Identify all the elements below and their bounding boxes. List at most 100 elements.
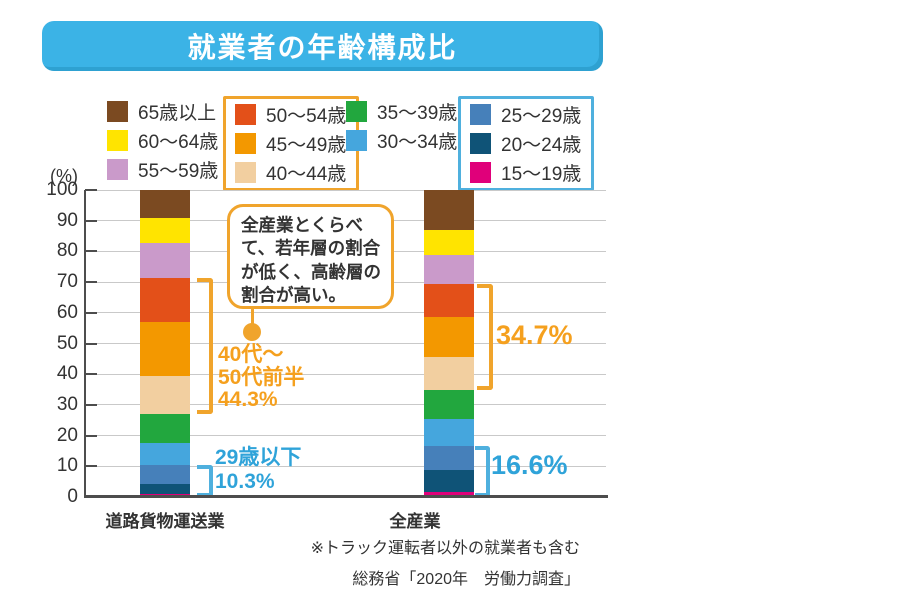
page-title: 就業者の年齢構成比 [187, 32, 458, 63]
legend-item: 45〜49歳 [235, 132, 347, 156]
footnote-scope: ※トラック運転者以外の就業者も含む [310, 540, 580, 557]
category-label-road-freight: 道路貨物運送業 [105, 512, 225, 531]
bar-segment [424, 316, 474, 358]
bar-segment [140, 218, 190, 244]
bar-segment [140, 414, 190, 443]
legend-swatch [235, 132, 256, 154]
x-axis-baseline [84, 495, 608, 498]
legend-swatch [235, 161, 256, 183]
bar-segment [424, 357, 474, 391]
y-axis-tick [85, 373, 97, 376]
grid-line [85, 343, 606, 344]
range-bracket [197, 278, 213, 415]
y-axis-tick [85, 342, 97, 345]
bar-segment [140, 465, 190, 484]
annotation-road-freight-40-54: 40代〜 50代前半 44.3% [218, 343, 305, 411]
legend-item: 55〜59歳 [107, 158, 219, 182]
range-bracket [197, 465, 213, 497]
callout-line: が低く、高齢層の [241, 261, 381, 282]
legend-item: 50〜54歳 [235, 103, 347, 127]
legend-swatch [346, 100, 367, 122]
legend-label: 30〜34歳 [377, 131, 458, 153]
y-axis-tick [85, 219, 97, 222]
y-axis-tick [85, 311, 97, 314]
legend-item: 25〜29歳 [470, 103, 582, 127]
callout-line: 割合が高い。 [241, 285, 346, 306]
legend-item: 20〜24歳 [470, 132, 582, 156]
bar-segment [140, 190, 190, 219]
legend-item: 65歳以上 [107, 100, 218, 124]
legend-swatch [346, 129, 367, 151]
legend-label: 60〜64歳 [138, 131, 219, 153]
legend-item: 60〜64歳 [107, 129, 219, 153]
bar-segment [424, 283, 474, 317]
y-axis-label: 60 [56, 301, 78, 323]
y-axis-tick [85, 189, 97, 191]
callout-dot [243, 323, 261, 341]
y-axis-label: 100 [46, 179, 78, 200]
grid-line [85, 465, 606, 467]
legend-label: 50〜54歳 [266, 105, 347, 127]
legend-swatch [470, 161, 491, 183]
y-axis-label: 20 [56, 424, 78, 446]
bar-all-industries [424, 190, 474, 497]
y-axis-label: 0 [67, 486, 78, 507]
legend-column: 50〜54歳 45〜49歳 40〜44歳 [223, 96, 360, 191]
callout-bubble: 全産業とくらべ て、若年層の割合 が低く、高齢層の 割合が高い。 [227, 204, 394, 309]
y-axis-label: 30 [56, 393, 78, 415]
bar-segment [424, 230, 474, 256]
legend-column: 25〜29歳 20〜24歳 15〜19歳 [458, 96, 595, 191]
legend-label: 35〜39歳 [377, 102, 458, 124]
y-axis-label: 90 [56, 209, 78, 231]
legend-swatch [470, 103, 491, 125]
annotation-road-freight-under29: 29歳以下 10.3% [215, 446, 302, 493]
bar-road-freight [140, 190, 190, 497]
legend-label: 55〜59歳 [138, 160, 219, 182]
callout-line: て、若年層の割合 [241, 238, 381, 259]
bar-segment [140, 376, 190, 415]
category-label-all-industries: 全産業 [389, 512, 441, 531]
grid-line [85, 404, 606, 406]
y-axis-tick [85, 250, 97, 253]
grid-line [85, 435, 606, 437]
legend-label: 65歳以上 [138, 102, 217, 124]
bar-segment [140, 243, 190, 279]
bar-segment [140, 322, 190, 376]
bar-segment [424, 469, 474, 493]
footnotes: ※トラック運転者以外の就業者も含む 総務省「2020年 労働力調査」 [200, 534, 580, 596]
y-axis-label: 80 [56, 240, 78, 262]
range-bracket [475, 446, 490, 497]
grid-line [85, 312, 606, 314]
bar-segment [140, 442, 190, 466]
legend-label: 20〜24歳 [501, 134, 582, 156]
grid-line [85, 189, 606, 191]
y-axis-tick [85, 434, 97, 437]
bar-segment [140, 278, 190, 323]
legend-item: 40〜44歳 [235, 161, 346, 185]
bar-segment [424, 445, 474, 470]
legend-label: 15〜19歳 [501, 163, 582, 185]
legend-item: 30〜34歳 [346, 129, 458, 153]
callout-line: 全産業とくらべ [241, 215, 363, 235]
legend-column: 35〜39歳 30〜34歳 [346, 100, 458, 153]
legend-label: 45〜49歳 [266, 134, 347, 156]
bar-segment [424, 255, 474, 284]
y-axis-unit-label: (%) [50, 166, 78, 186]
y-axis-label: 70 [56, 271, 78, 293]
annotation-all-industries-under29: 16.6% [491, 450, 568, 480]
callout-tail-line [251, 307, 254, 328]
y-axis-tick [85, 465, 97, 468]
bar-segment [424, 418, 474, 446]
title-banner: 就業者の年齢構成比 [42, 21, 603, 71]
grid-line [85, 373, 606, 375]
legend-item: 15〜19歳 [470, 161, 582, 185]
legend-swatch [107, 158, 128, 180]
legend-swatch [470, 132, 491, 154]
y-axis-tick [85, 281, 97, 284]
range-bracket [477, 283, 493, 391]
legend-label: 25〜29歳 [501, 105, 582, 127]
legend-item: 35〜39歳 [346, 100, 458, 124]
annotation-all-industries-40-54: 34.7% [496, 320, 573, 350]
bar-segment [424, 390, 474, 419]
